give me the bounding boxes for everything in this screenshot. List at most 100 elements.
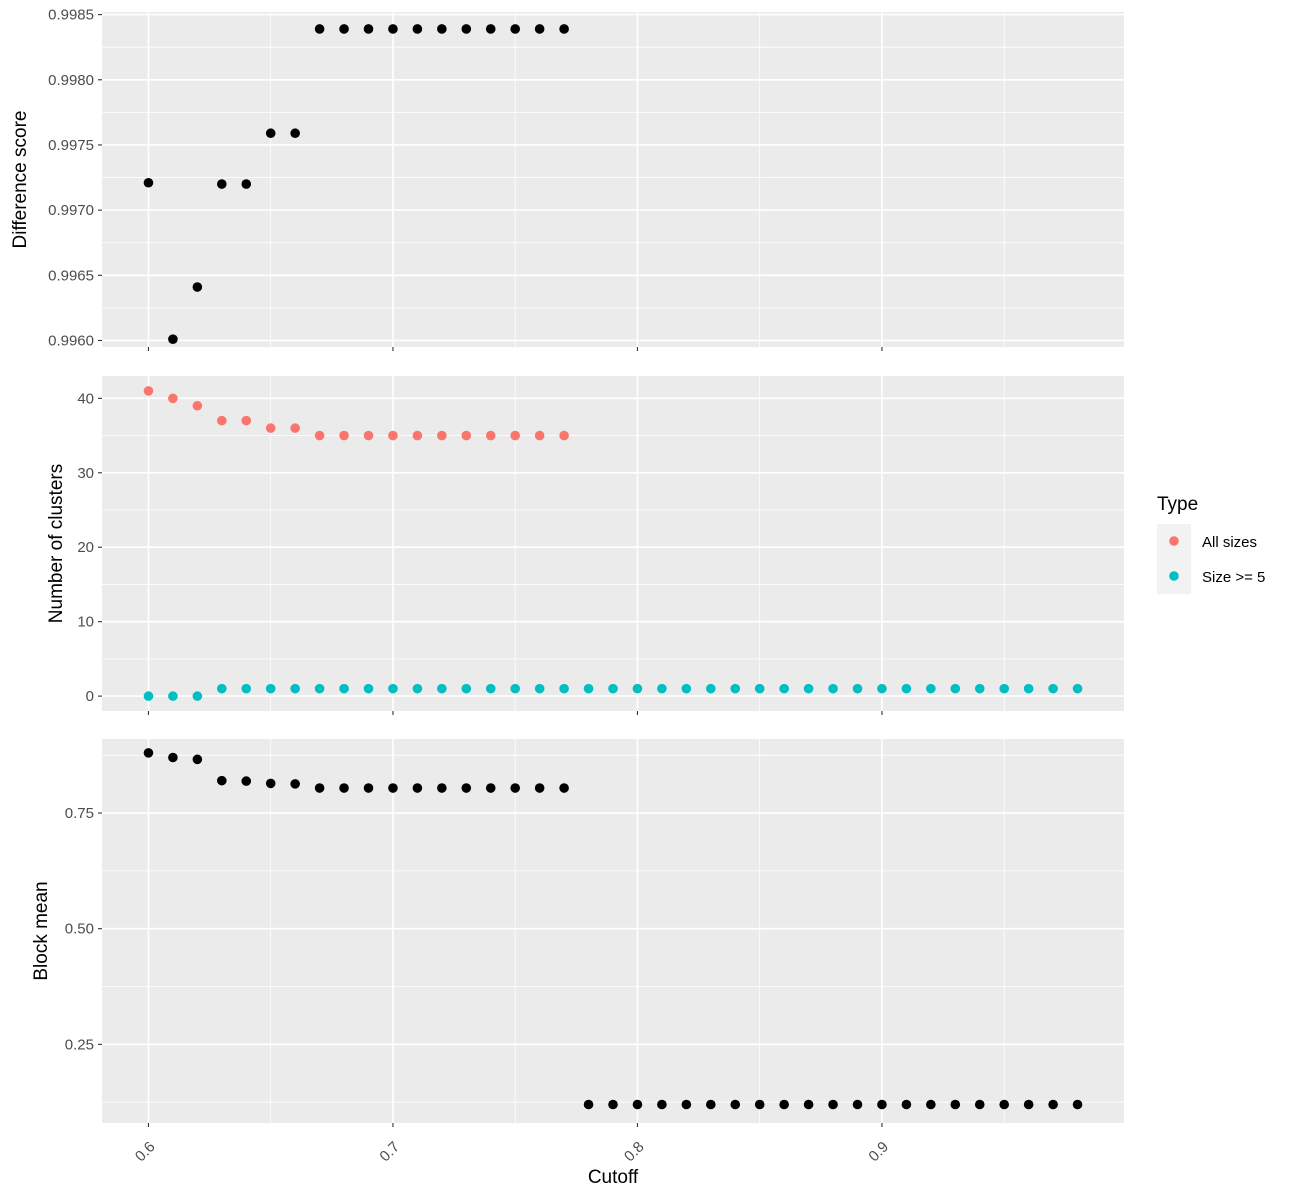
data-point xyxy=(999,1099,1009,1110)
data-point xyxy=(265,778,276,789)
y-tick-label: 0.75 xyxy=(65,805,94,822)
data-point xyxy=(241,179,252,189)
y-tick-label: 10 xyxy=(77,614,94,631)
legend-label-all-sizes: All sizes xyxy=(1202,534,1257,551)
data-point xyxy=(510,430,521,441)
data-point xyxy=(926,683,936,694)
data-point xyxy=(143,691,154,701)
y-axis-title: Difference score xyxy=(10,111,31,249)
data-point xyxy=(363,430,374,441)
data-point xyxy=(192,400,203,411)
panel-1: 0.9960 0.9965 0.9970 0.9975 0.9980 0.9985 Diff… xyxy=(10,7,1124,351)
data-point xyxy=(461,783,472,793)
panel-3: 0.25 0.50 0.75 Block mean 0.6 0.7 0.8 0.9 xyxy=(31,739,1124,1165)
data-point xyxy=(510,24,521,34)
data-point xyxy=(485,783,496,793)
data-point xyxy=(559,430,569,441)
data-point xyxy=(705,1099,716,1110)
data-point xyxy=(388,430,398,441)
data-point xyxy=(950,1099,961,1110)
data-point xyxy=(217,415,227,426)
data-point xyxy=(412,683,423,694)
data-point xyxy=(461,24,472,34)
y-tick-label: 0.9960 xyxy=(48,332,94,349)
data-point xyxy=(1048,1099,1058,1110)
data-point xyxy=(265,423,276,433)
data-point xyxy=(926,1099,936,1110)
data-point xyxy=(143,748,154,758)
y-tick-label: 30 xyxy=(77,465,94,482)
data-point xyxy=(192,691,203,701)
data-point xyxy=(534,24,545,34)
data-point xyxy=(485,24,496,34)
data-point xyxy=(265,128,276,139)
data-point xyxy=(412,783,423,793)
data-point xyxy=(1072,683,1083,694)
data-point xyxy=(877,1099,887,1110)
data-point xyxy=(168,691,178,701)
data-point xyxy=(217,683,227,694)
data-point xyxy=(241,683,252,694)
y-axis-title: Number of clusters xyxy=(46,464,67,623)
data-point xyxy=(877,683,887,694)
data-point xyxy=(999,683,1009,694)
data-point xyxy=(730,1099,741,1110)
y-tick-label: 0.9985 xyxy=(48,7,94,24)
data-point xyxy=(143,386,154,396)
data-point xyxy=(754,1099,765,1110)
data-point xyxy=(412,24,423,34)
data-point xyxy=(241,415,252,426)
data-point xyxy=(901,1099,912,1110)
y-tick-label: 0 xyxy=(86,688,94,705)
data-point xyxy=(901,683,912,694)
y-tick-label: 0.9980 xyxy=(48,72,94,89)
data-point xyxy=(461,430,472,441)
data-point xyxy=(314,24,325,34)
data-point xyxy=(632,683,643,694)
data-point xyxy=(388,24,398,34)
data-point xyxy=(559,783,569,793)
data-point xyxy=(388,683,398,694)
data-point xyxy=(290,683,300,694)
data-point xyxy=(608,683,618,694)
data-point xyxy=(217,775,227,786)
x-tick-label: 0.9 xyxy=(865,1138,892,1165)
x-tick-label: 0.7 xyxy=(376,1138,403,1165)
data-point xyxy=(168,334,178,344)
data-point xyxy=(339,430,349,441)
y-tick-label: 0.9975 xyxy=(48,137,94,154)
legend-swatch-size-5 xyxy=(1169,571,1179,581)
data-point xyxy=(852,1099,863,1110)
data-point xyxy=(730,683,741,694)
data-point xyxy=(314,783,325,793)
data-point xyxy=(828,1099,838,1110)
data-point xyxy=(388,783,398,793)
data-point xyxy=(510,683,521,694)
data-point xyxy=(363,24,374,34)
data-point xyxy=(217,179,227,189)
data-point xyxy=(192,282,203,292)
data-point xyxy=(559,683,569,694)
data-point xyxy=(657,1099,667,1110)
data-point xyxy=(437,430,447,441)
data-point xyxy=(314,430,325,441)
data-point xyxy=(754,683,765,694)
data-point xyxy=(559,24,569,34)
data-point xyxy=(192,754,203,765)
data-point xyxy=(583,683,594,694)
data-point xyxy=(779,1099,789,1110)
data-point xyxy=(534,783,545,793)
legend-label-size-5: Size >= 5 xyxy=(1202,569,1265,586)
x-tick-label: 0.8 xyxy=(621,1138,648,1165)
data-point xyxy=(168,393,178,404)
data-point xyxy=(437,783,447,793)
data-point xyxy=(510,783,521,793)
data-point xyxy=(681,1099,692,1110)
data-point xyxy=(1023,1099,1034,1110)
data-point xyxy=(803,683,814,694)
data-point xyxy=(168,752,178,763)
y-tick-label: 0.50 xyxy=(65,921,94,938)
data-point xyxy=(437,24,447,34)
data-point xyxy=(534,683,545,694)
data-point xyxy=(1023,683,1034,694)
